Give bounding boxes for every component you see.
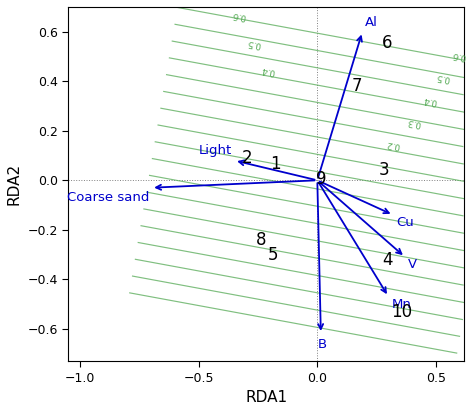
Text: 8: 8: [256, 231, 267, 249]
Text: 0.6: 0.6: [451, 50, 467, 61]
Text: 10: 10: [391, 302, 412, 321]
Text: Light: Light: [199, 144, 232, 157]
Text: 7: 7: [351, 77, 362, 95]
Text: B: B: [318, 338, 327, 351]
Text: 0.2: 0.2: [385, 138, 401, 150]
Text: 0.4: 0.4: [261, 65, 276, 76]
Text: Coarse sand: Coarse sand: [66, 191, 149, 204]
Text: 9: 9: [316, 170, 326, 188]
X-axis label: RDA1: RDA1: [245, 390, 287, 405]
Text: Al: Al: [365, 16, 378, 29]
Text: 0.6: 0.6: [231, 9, 247, 21]
Text: V: V: [408, 258, 417, 272]
Text: 4: 4: [382, 250, 392, 269]
Text: 1: 1: [271, 155, 281, 173]
Text: 2: 2: [242, 149, 253, 167]
Text: Mn: Mn: [392, 298, 411, 311]
Text: 0.5: 0.5: [435, 72, 451, 83]
Text: 0.5: 0.5: [246, 37, 262, 49]
Text: 6: 6: [382, 34, 392, 52]
Text: 0.3: 0.3: [406, 117, 421, 128]
Text: 0.4: 0.4: [422, 95, 438, 106]
Text: 5: 5: [268, 246, 279, 264]
Text: Cu: Cu: [396, 216, 414, 229]
Y-axis label: RDA2: RDA2: [7, 163, 22, 205]
Text: 3: 3: [378, 162, 389, 179]
